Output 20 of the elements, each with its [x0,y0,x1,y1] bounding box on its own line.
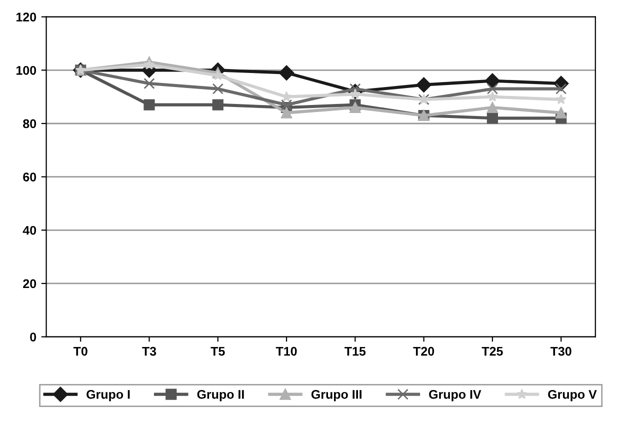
x-tick-label: T20 [413,346,434,356]
legend-label: Grupo IV [429,390,482,402]
y-tick-label: 60 [23,172,36,182]
y-tick-label: 0 [30,332,36,342]
y-tick-label: 40 [22,226,36,235]
legend-label: Grupo I [86,390,130,402]
y-tick-label: 100 [16,66,36,75]
x-tick-label: T30 [550,346,572,356]
x-tick-label: T3 [142,346,156,356]
x-tick-label: T15 [344,346,366,356]
legend-label: Grupo V [548,390,597,402]
x-tick-label: T5 [210,346,225,356]
x-tick-label: T0 [73,346,88,356]
y-tick-label: 120 [16,12,36,22]
legend-label: Grupo II [197,390,244,402]
x-tick-label: T25 [482,346,503,356]
x-tick-label: T10 [276,346,297,356]
y-tick-label: 80 [23,119,36,128]
y-tick-label: 20 [23,279,36,288]
legend-label: Grupo III [311,390,362,402]
